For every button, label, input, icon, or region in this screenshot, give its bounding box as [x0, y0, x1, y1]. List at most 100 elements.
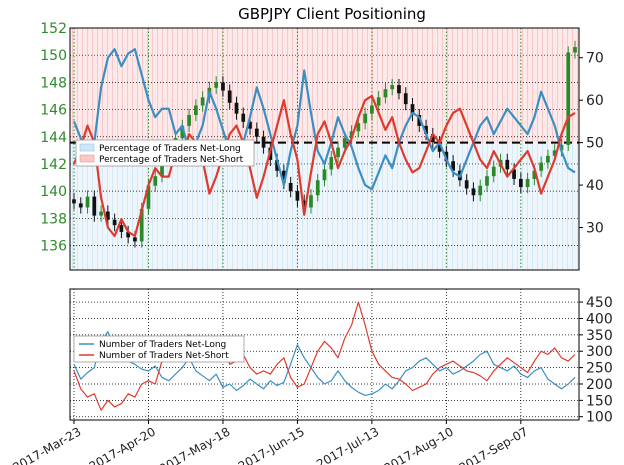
price-candle [336, 147, 340, 158]
price-tick-label: 144 [40, 130, 67, 146]
legend-swatch-net-short [79, 154, 95, 163]
price-candle [512, 169, 516, 179]
price-tick-label: 146 [40, 103, 67, 119]
price-candle [485, 176, 489, 186]
price-candle [194, 105, 198, 116]
x-tick-label: 2017-Aug-10 [382, 424, 456, 465]
price-candle [363, 113, 367, 124]
top-frame [69, 27, 580, 271]
top-legend-box [75, 139, 255, 167]
count-tick-label: 300 [586, 344, 613, 360]
price-candle [78, 203, 83, 208]
count-tick-label: 250 [586, 361, 613, 377]
price-candle [85, 196, 90, 208]
price-candle [254, 128, 259, 137]
price-candle [451, 161, 455, 171]
price-candle [383, 89, 388, 98]
price-candle [234, 102, 239, 114]
price-candle [227, 90, 232, 103]
price-candle [478, 185, 483, 196]
price-candle [505, 159, 510, 170]
price-candle [126, 231, 131, 238]
price-candle [329, 157, 334, 170]
percent-tick-label: 40 [586, 178, 604, 194]
top-legend-label: Percentage of Traders Net-Short [99, 155, 244, 165]
x-tick-label: 2017-Mar-23 [10, 424, 83, 465]
chart-title: GBPJPY Client Positioning [238, 5, 426, 23]
price-candle [248, 121, 252, 129]
price-candle [214, 82, 219, 88]
price-candle [282, 170, 286, 183]
price-candle [471, 188, 476, 196]
count-tick-label: 100 [586, 410, 613, 426]
price-candle [437, 142, 442, 152]
price-candle [424, 125, 428, 135]
price-candle [261, 136, 266, 148]
price-candle [99, 211, 103, 216]
price-candle [525, 178, 530, 188]
percent-tick-label: 30 [586, 221, 604, 237]
bottom-legend-box [73, 335, 245, 363]
price-tick-label: 150 [40, 48, 67, 64]
price-candle [315, 180, 320, 196]
price-candle [187, 115, 191, 126]
top-legend-label: Percentage of Traders Net-Long [99, 144, 241, 154]
bottom-legend-label: Number of Traders Net-Long [99, 340, 226, 350]
net-short-region [70, 28, 579, 143]
count-tick-label: 400 [586, 311, 613, 327]
price-candle [112, 219, 117, 226]
top-panel: 136 138 140 142 144 146 148 150 152 30 40 50 60 70 Per… [40, 21, 604, 271]
net-long-pct-line [72, 48, 576, 191]
price-candle [376, 97, 381, 106]
price-candle [532, 170, 537, 179]
price-tick-label: 148 [40, 75, 67, 91]
price-candle [342, 138, 347, 148]
net-short-pct-line [72, 94, 576, 238]
price-candle [390, 85, 395, 90]
price-candle [403, 93, 408, 105]
x-tick-label: 2017-Apr-20 [87, 424, 158, 465]
x-tick-label: 2017-Sep-07 [457, 424, 531, 465]
price-candle [322, 169, 327, 181]
price-candle [180, 125, 185, 139]
price-candle [241, 113, 246, 122]
price-candle [356, 123, 361, 132]
price-candle [539, 162, 544, 171]
price-candle [105, 211, 110, 220]
price-candle [410, 104, 415, 116]
price-candle [573, 47, 577, 53]
price-candle [288, 182, 293, 192]
price-candle [552, 150, 557, 156]
price-candle [464, 180, 469, 189]
count-tick-label: 350 [586, 328, 613, 344]
x-tick-label: 2017-May-18 [157, 424, 232, 465]
price-candle [302, 200, 307, 208]
price-candle [275, 159, 279, 171]
price-candle [119, 225, 124, 232]
count-tick-label: 200 [586, 377, 613, 393]
price-candle [566, 52, 571, 145]
x-tick-label: 2017-Jun-15 [236, 424, 307, 465]
price-candle [221, 82, 225, 91]
count-tick-label: 450 [586, 295, 613, 311]
price-tick-label: 142 [40, 157, 67, 173]
price-tick-label: 136 [40, 239, 67, 255]
price-candle [92, 196, 97, 216]
bottom-legend-label: Number of Traders Net-Short [99, 351, 229, 361]
price-candle [133, 237, 137, 242]
price-candle [430, 134, 435, 143]
x-tick-label: 2017-Jul-13 [314, 424, 381, 465]
price-candle [295, 191, 300, 201]
price-candle [72, 199, 76, 204]
price-candle [417, 115, 422, 126]
price-candle [491, 166, 496, 177]
net-long-count-line [73, 331, 576, 396]
price-candle [146, 185, 151, 209]
top-legend: Percentage of Traders Net-LongPercentage… [75, 139, 255, 167]
percent-tick-label: 60 [586, 93, 604, 109]
